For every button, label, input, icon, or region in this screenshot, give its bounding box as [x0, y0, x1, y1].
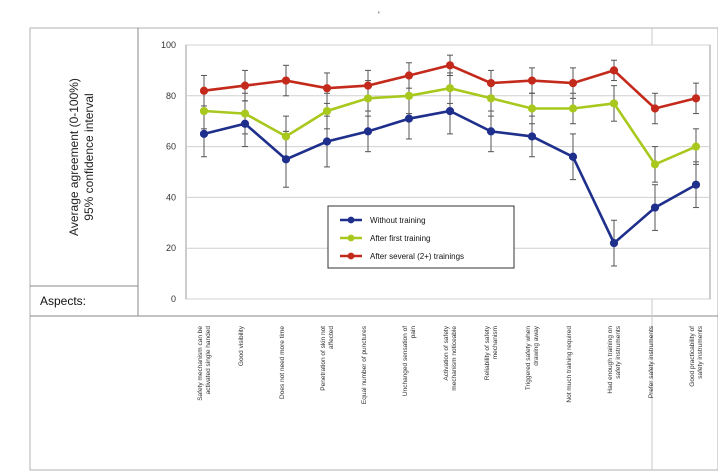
- y-tick-labels: 0 20 40 60 80 100: [161, 40, 176, 304]
- data-point-after-first-training: [691, 142, 701, 151]
- data-point-after-several-2-trainings: [240, 81, 250, 90]
- category-label-line: Reliability of safety: [484, 325, 491, 380]
- data-point-after-first-training: [281, 132, 291, 141]
- y-tick-label: 0: [171, 294, 176, 304]
- y-tick-label: 40: [166, 192, 176, 202]
- category-label-not-much-training-required: Not much training required: [566, 326, 573, 403]
- category-label-good-practicability-of-safety-instruments: Good practicability of safety instruments: [689, 325, 704, 386]
- data-point-after-several-2-trainings: [691, 94, 701, 103]
- data-point-after-first-training: [199, 106, 209, 116]
- category-label-line: mechanism noticeable: [451, 326, 458, 391]
- data-points: [199, 61, 701, 248]
- category-label-line: safety instruments: [615, 325, 622, 378]
- category-label-triggered-safety-when-drawing-away: Triggered safety when drawing away: [525, 325, 540, 390]
- category-label-penetration-of-skin-not-affected: Penetration of skin not affected: [320, 326, 335, 391]
- data-point-after-several-2-trainings: [322, 84, 332, 93]
- data-point-after-first-training: [609, 99, 619, 108]
- data-point-after-first-training: [527, 104, 537, 113]
- category-label-line: Unchanged sensation of: [402, 326, 409, 396]
- category-label-line: drawing away: [533, 325, 540, 365]
- data-point-after-several-2-trainings: [609, 66, 619, 75]
- data-point-after-several-2-trainings: [199, 86, 209, 95]
- category-label-reliability-of-safety-mechanism: Reliability of safety mechanism: [484, 325, 499, 380]
- data-point-after-first-training: [404, 91, 414, 100]
- data-point-after-first-training: [363, 94, 373, 103]
- category-label-line: activated single handed: [205, 326, 212, 395]
- category-label-equal-number-of-punctures: Equal number of punctures: [361, 325, 368, 404]
- data-point-after-several-2-trainings: [363, 81, 373, 90]
- category-label-line: Activation of safety: [443, 325, 450, 380]
- category-label-line: affected: [328, 326, 335, 349]
- category-labels: Safety mechanism can be activated single …: [197, 325, 704, 404]
- category-label-line: Safety mechanism can be: [197, 326, 204, 401]
- y-axis-label: Average agreement (0-100%) 95% confidenc…: [67, 78, 96, 236]
- data-point-after-several-2-trainings: [281, 76, 291, 85]
- data-point-without-training: [240, 119, 250, 128]
- data-point-without-training: [322, 137, 332, 146]
- data-point-without-training: [568, 152, 578, 161]
- legend-marker-without-training: [347, 216, 355, 224]
- category-label-line: Does not need more time: [279, 326, 286, 399]
- category-label-line: Had enough training on: [607, 326, 614, 394]
- data-point-after-first-training: [445, 84, 455, 93]
- category-label-line: pain: [410, 326, 417, 339]
- data-point-after-several-2-trainings: [486, 79, 496, 88]
- category-label-activation-of-safety-mechanism-noticeable: Activation of safety mechanism noticeable: [443, 325, 458, 390]
- category-label-line: Triggered safety when: [525, 326, 532, 390]
- data-point-without-training: [199, 129, 209, 138]
- legend-marker-after-several-2-trainings: [347, 252, 355, 260]
- category-label-line: Penetration of skin not: [320, 326, 327, 391]
- data-point-without-training: [445, 106, 455, 116]
- category-label-good-visibility: Good visibility: [238, 325, 245, 366]
- data-point-after-first-training: [486, 94, 496, 103]
- data-point-after-several-2-trainings: [527, 76, 537, 85]
- category-label-prefer-safety-instruments: Prefer safety instruments: [648, 325, 655, 398]
- header-mark: ': [378, 10, 380, 20]
- legend-label-after-first-training: After first training: [370, 234, 430, 243]
- data-point-without-training: [486, 127, 496, 136]
- data-point-without-training: [527, 132, 537, 141]
- data-point-after-first-training: [568, 104, 578, 113]
- data-point-without-training: [363, 127, 373, 136]
- category-label-safety-mechanism-can-be-activated-single-handed: Safety mechanism can be activated single …: [197, 326, 212, 401]
- data-point-after-first-training: [322, 106, 332, 116]
- category-label-does-not-need-more-time: Does not need more time: [279, 326, 286, 399]
- legend-label-without-training: Without training: [370, 216, 426, 225]
- category-label-line: Prefer safety instruments: [648, 325, 655, 398]
- category-label-line: mechanism: [492, 326, 499, 359]
- data-point-after-several-2-trainings: [650, 104, 660, 113]
- data-point-without-training: [404, 114, 414, 123]
- legend-label-after-several-2-trainings: After several (2+) trainings: [370, 252, 464, 261]
- data-point-after-several-2-trainings: [404, 71, 414, 80]
- data-point-without-training: [691, 180, 701, 189]
- category-label-line: safety instruments: [697, 325, 704, 378]
- category-label-unchanged-sensation-of-pain: Unchanged sensation of pain: [402, 326, 417, 396]
- data-point-without-training: [281, 155, 291, 164]
- data-point-after-several-2-trainings: [445, 61, 455, 70]
- legend-marker-after-first-training: [347, 234, 355, 242]
- category-label-line: Not much training required: [566, 326, 573, 403]
- y-tick-label: 20: [166, 243, 176, 253]
- category-label-line: Good practicability of: [689, 326, 696, 387]
- category-label-line: Equal number of punctures: [361, 325, 368, 404]
- data-point-after-first-training: [650, 160, 660, 169]
- y-axis-label-line-1: Average agreement (0-100%): [67, 78, 81, 236]
- y-axis-label-line-2: 95% confidence interval: [82, 93, 96, 220]
- aspects-label: Aspects:: [40, 294, 86, 308]
- data-point-after-first-training: [240, 109, 250, 118]
- category-label-had-enough-training-on-safety-instruments: Had enough training on safety instruments: [607, 325, 622, 393]
- data-point-after-several-2-trainings: [568, 79, 578, 88]
- legend: Without training After first training Afte…: [327, 205, 515, 269]
- data-point-without-training: [650, 203, 660, 212]
- y-tick-label: 100: [161, 40, 176, 50]
- category-label-line: Good visibility: [238, 325, 245, 366]
- data-point-without-training: [609, 239, 619, 248]
- y-tick-label: 60: [166, 142, 176, 152]
- y-tick-label: 80: [166, 91, 176, 101]
